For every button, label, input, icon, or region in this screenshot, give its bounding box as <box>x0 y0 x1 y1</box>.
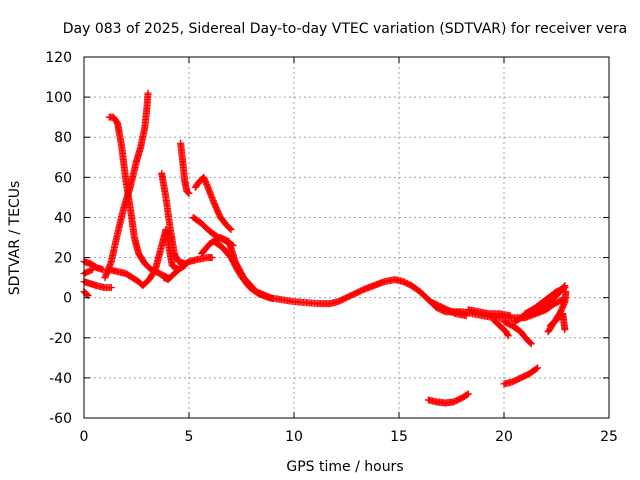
x-tick-label: 5 <box>185 429 194 445</box>
y-tick-label: 20 <box>54 251 72 267</box>
data-point-marker <box>107 284 115 292</box>
plot-frame <box>83 56 610 419</box>
y-tick-label: 120 <box>45 50 72 66</box>
y-tick-label: 80 <box>54 130 72 146</box>
y-tick-label: 0 <box>63 291 72 307</box>
data-point-marker <box>464 390 472 398</box>
y-tick-label: -60 <box>49 411 72 427</box>
data-point-marker <box>99 266 107 274</box>
data-point-marker <box>144 89 152 97</box>
y-tick-label: -20 <box>49 331 72 347</box>
y-axis-label: SDTVAR / TECUs <box>7 181 23 296</box>
data-point-marker <box>228 241 236 249</box>
data-point-marker <box>88 266 96 274</box>
series-s20 <box>521 284 569 318</box>
data-point-marker <box>269 295 277 303</box>
x-tick-label: 20 <box>495 429 513 445</box>
series-s3 <box>158 169 189 268</box>
series-s16 <box>490 316 512 340</box>
chart-title: Day 083 of 2025, Sidereal Day-to-day VTE… <box>63 21 627 37</box>
y-tick-label: 100 <box>45 90 72 106</box>
data-point-marker <box>534 364 542 372</box>
data-point-marker <box>226 224 234 232</box>
data-points <box>80 89 570 407</box>
series-s2 <box>101 89 152 282</box>
data-point-marker <box>504 330 511 338</box>
data-point-marker <box>527 340 535 348</box>
series-s13 <box>424 390 472 407</box>
x-tick-label: 15 <box>390 429 408 445</box>
data-point-marker <box>532 365 540 373</box>
series-s8 <box>80 278 115 292</box>
data-point-marker <box>227 225 235 233</box>
x-tick-label: 0 <box>80 429 89 445</box>
series-s22 <box>464 306 514 320</box>
data-point-marker <box>83 291 91 299</box>
y-tick-label: -40 <box>49 371 72 387</box>
data-point-marker <box>561 326 569 334</box>
data-point-marker <box>208 254 216 262</box>
data-point-marker <box>229 242 237 250</box>
data-point-marker <box>462 312 470 320</box>
series-s14 <box>500 364 542 388</box>
axis-ticks: 0 5 10 15 20 25 -60 -40 -20 0 20 40 60 80 100 120 <box>45 50 618 445</box>
x-axis-label: GPS time / hours <box>286 459 403 475</box>
series-s4 <box>177 139 193 197</box>
data-point-marker <box>504 332 512 340</box>
data-point-marker <box>506 312 514 320</box>
data-point-marker <box>526 339 534 347</box>
x-tick-label: 10 <box>285 429 303 445</box>
x-tick-label: 25 <box>600 429 618 445</box>
data-point-marker <box>87 266 95 274</box>
data-point-marker <box>560 284 567 292</box>
data-point-marker <box>184 188 192 196</box>
series-s12 <box>160 254 216 284</box>
y-tick-label: 40 <box>54 210 72 226</box>
series-s7 <box>80 258 107 274</box>
y-tick-label: 60 <box>54 170 72 186</box>
series-s5 <box>191 173 235 233</box>
grid-lines <box>84 57 609 418</box>
data-point-marker <box>463 391 471 399</box>
series-s21 <box>427 298 470 320</box>
series-s6 <box>189 213 237 250</box>
series-s18 <box>546 310 569 334</box>
data-point-marker <box>185 189 193 197</box>
data-point-marker <box>561 284 569 292</box>
